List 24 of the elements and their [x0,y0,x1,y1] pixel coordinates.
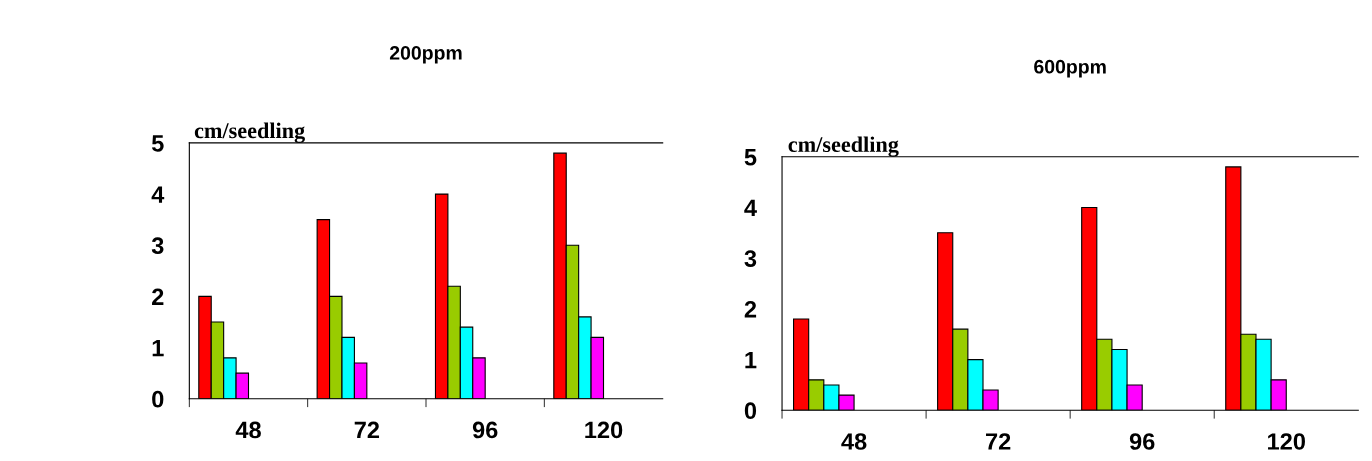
y-tick-label: 4 [151,186,165,203]
y-tick-label: 0 [744,402,757,420]
y-tick-label: 1 [152,339,164,357]
x-tick-label: 48 [841,433,867,450]
chart-title: 200ppm [389,46,462,64]
y-tick-label: 2 [744,300,757,318]
y-tick-label: 1 [745,351,757,369]
x-tick-label: 96 [1129,433,1155,450]
x-tick-label: 120 [1268,433,1305,450]
x-tick-label: 72 [986,433,1011,450]
y-axis-title: cm/seedling [788,136,899,157]
y-tick-label: 4 [744,199,757,217]
x-tick-label: 120 [585,421,623,439]
y-tick-label: 0 [152,390,164,408]
y-tick-label: 3 [744,250,757,267]
x-tick-label: 96 [472,421,498,439]
y-tick-label: 5 [744,149,757,166]
y-axis-title: cm/seedling [194,122,305,143]
x-tick-label: 48 [235,421,261,439]
y-tick-label: 3 [151,237,164,255]
x-tick-label: 72 [354,421,380,439]
y-tick-label: 5 [151,135,164,152]
y-tick-label: 2 [152,288,164,305]
chart-title: 600ppm [1034,59,1106,78]
